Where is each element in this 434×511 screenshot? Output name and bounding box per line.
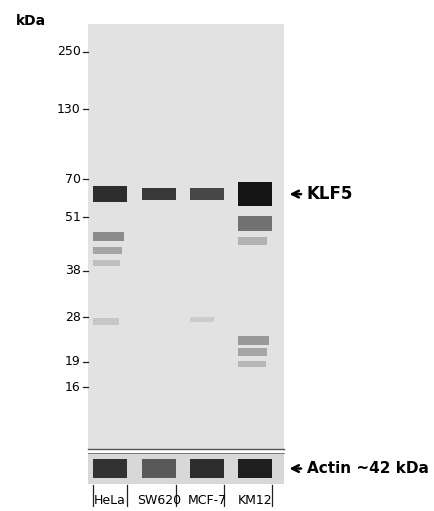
Bar [190,459,224,478]
Bar [93,232,124,241]
Text: kDa: kDa [16,14,46,28]
Bar [93,260,120,266]
Bar [237,182,272,206]
Text: 38: 38 [65,264,80,277]
Text: 250: 250 [56,45,80,58]
Text: HeLa: HeLa [94,494,126,506]
Bar [190,188,224,200]
Text: 28: 28 [65,311,80,324]
Text: SW620: SW620 [137,494,181,506]
Bar [93,318,118,325]
Bar [237,336,268,345]
Bar [141,459,176,478]
Bar [237,217,272,231]
Bar [93,186,127,202]
Bar [237,459,272,478]
Bar [237,361,265,367]
Bar [237,349,266,356]
Text: MCF-7: MCF-7 [187,494,226,506]
Bar [87,453,283,484]
Bar [190,317,214,322]
Text: KLF5: KLF5 [306,185,352,203]
Text: KM12: KM12 [237,494,272,506]
Bar [93,247,122,254]
Text: 130: 130 [57,103,80,115]
Text: 70: 70 [64,173,80,185]
Text: Actin ~42 kDa: Actin ~42 kDa [306,461,427,476]
Text: 16: 16 [65,381,80,394]
Bar [87,24,283,449]
Bar [237,237,266,245]
Bar [93,459,127,478]
Text: 51: 51 [65,211,80,224]
Text: 19: 19 [65,356,80,368]
Bar [141,188,176,200]
